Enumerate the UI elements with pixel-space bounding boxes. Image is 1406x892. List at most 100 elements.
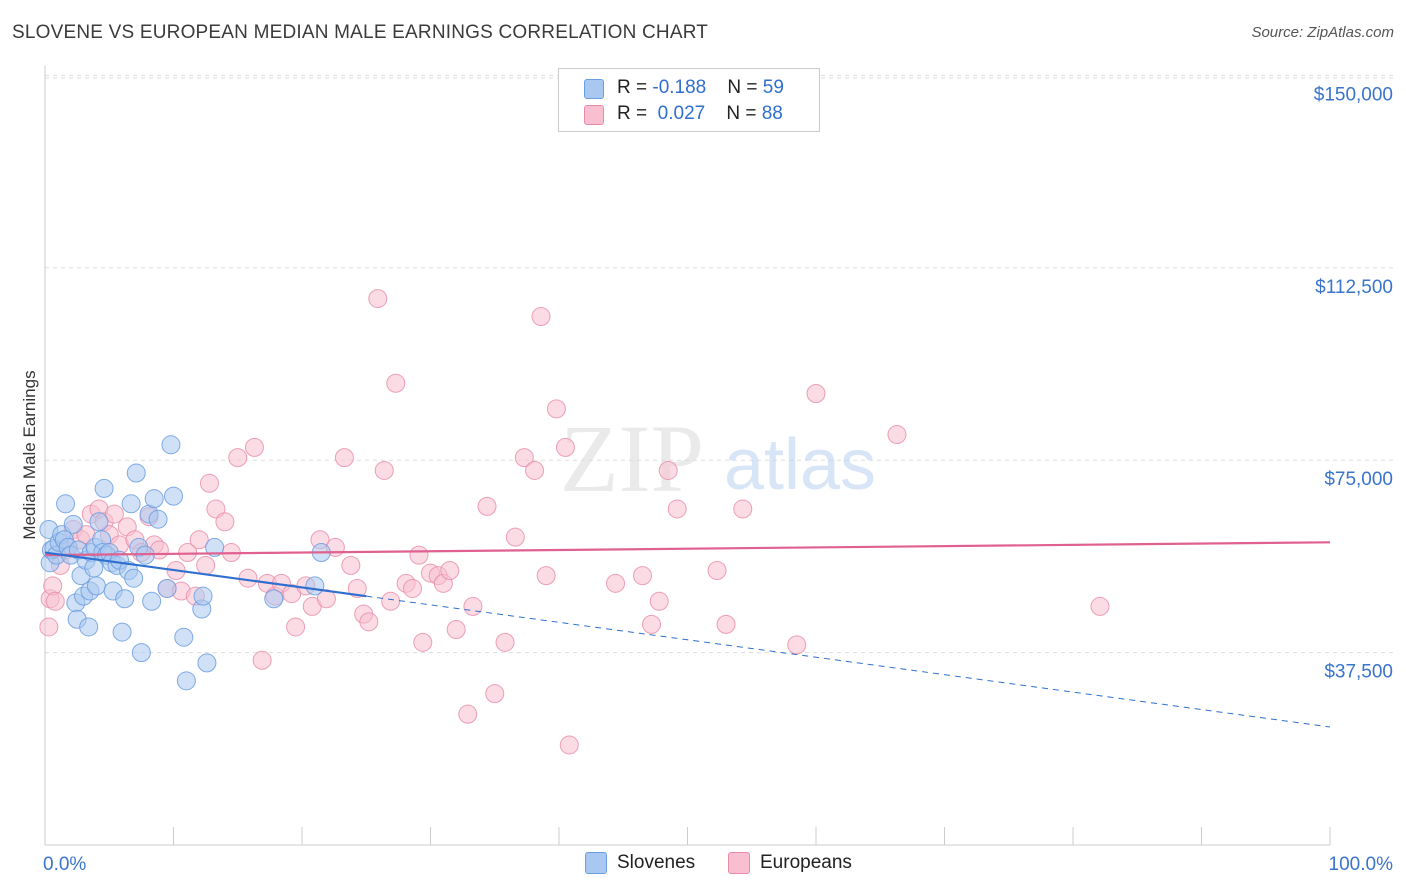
- legend-n-value-slovenes: 59: [762, 77, 784, 98]
- europeans-point: [334, 448, 354, 468]
- europeans-point: [368, 289, 388, 309]
- slovenes-point: [86, 576, 106, 596]
- slovenes-point: [164, 486, 183, 506]
- slovenes-point: [89, 512, 109, 532]
- europeans-point: [215, 512, 235, 532]
- y-tick-label: $150,000: [1314, 84, 1393, 105]
- bottom-legend-label-europeans: Europeans: [760, 852, 852, 874]
- europeans-point: [606, 573, 626, 593]
- europeans-point: [458, 704, 478, 724]
- source-label: Source: ZipAtlas.com: [1251, 24, 1394, 41]
- stats-legend: R = -0.188 N = 59 R = 0.027 N = 88: [558, 68, 820, 132]
- europeans-point: [359, 612, 379, 632]
- europeans-point: [286, 617, 306, 637]
- slovenes-point: [142, 591, 162, 611]
- europeans-point: [189, 530, 209, 550]
- slovenes-point: [124, 568, 144, 588]
- y-tick-label: $75,000: [1324, 469, 1393, 490]
- bottom-legend-europeans: Europeans: [728, 852, 852, 874]
- europeans-point: [440, 561, 460, 581]
- slovenes-point: [112, 622, 132, 642]
- europeans-point: [104, 504, 124, 524]
- legend-r-label: R =: [617, 77, 653, 98]
- x-tick-label-end: 100.0%: [1329, 854, 1394, 875]
- europeans-point: [485, 684, 505, 704]
- europeans-point: [642, 614, 662, 634]
- slovenes-point: [193, 586, 213, 606]
- slovenes-point: [157, 578, 177, 598]
- europeans-point: [707, 561, 727, 581]
- slovenes-point: [79, 617, 99, 637]
- bottom-legend-swatch-europeans: [728, 852, 750, 874]
- europeans-point: [386, 373, 406, 393]
- europeans-point: [806, 383, 826, 403]
- slovenes-point: [94, 478, 114, 498]
- slovenes-point: [176, 671, 196, 691]
- legend-n-value-europeans: 88: [761, 103, 783, 124]
- bottom-legend-slovenes: Slovenes: [585, 852, 695, 874]
- slovenes-point: [197, 653, 217, 673]
- legend-r-label: R =: [617, 103, 653, 124]
- europeans-point: [244, 437, 264, 457]
- chart-title: SLOVENE VS EUROPEAN MEDIAN MALE EARNINGS…: [12, 22, 709, 43]
- tick-labels: $37,500 $75,000 $112,500 $150,000 0.0% 100.0%: [43, 84, 1393, 875]
- europeans-point: [495, 632, 515, 652]
- watermark-zip: ZIP: [560, 405, 704, 512]
- legend-r-value-slovenes: -0.188: [652, 77, 707, 98]
- bottom-legend-label-slovenes: Slovenes: [617, 852, 696, 874]
- europeans-point: [477, 496, 497, 516]
- legend-n-label: N =: [726, 103, 762, 124]
- watermark: ZIP atlas: [560, 405, 876, 512]
- europeans-point: [413, 632, 433, 652]
- europeans-point: [667, 499, 687, 519]
- europeans-point: [463, 596, 483, 616]
- europeans-point: [381, 591, 401, 611]
- slovenes-point: [144, 489, 164, 509]
- europeans-point: [446, 620, 466, 640]
- europeans-point: [514, 448, 534, 468]
- slovenes-point: [205, 537, 225, 557]
- europeans-point: [733, 499, 753, 519]
- europeans-point: [633, 566, 653, 586]
- slovenes-point: [63, 514, 83, 534]
- x-tick-label-start: 0.0%: [43, 854, 86, 875]
- europeans-point: [887, 425, 907, 445]
- legend-swatch-slovenes: [584, 79, 604, 99]
- slovenes-point: [174, 627, 194, 647]
- europeans-point: [374, 460, 394, 480]
- slovenes-point: [131, 643, 151, 663]
- europeans-points: [39, 289, 1110, 755]
- europeans-point: [559, 735, 579, 755]
- europeans-point: [347, 578, 367, 598]
- europeans-point: [45, 591, 65, 611]
- europeans-point: [1090, 596, 1110, 616]
- europeans-point: [409, 545, 429, 565]
- trend-lines: [44, 541, 1331, 728]
- europeans-point: [341, 555, 361, 575]
- legend-swatch-europeans: [584, 105, 604, 125]
- europeans-point: [252, 650, 272, 670]
- europeans-point: [787, 635, 807, 655]
- bottom-legend-swatch-slovenes: [585, 852, 607, 874]
- europeans-point: [536, 566, 556, 586]
- slovenes-point: [56, 494, 76, 514]
- europeans-point: [716, 614, 736, 634]
- y-tick-label: $37,500: [1324, 662, 1393, 683]
- europeans-point: [228, 448, 248, 468]
- europeans-point: [196, 555, 216, 575]
- europeans-point: [649, 591, 669, 611]
- y-tick-label: $112,500: [1315, 277, 1393, 298]
- slovenes-point: [121, 494, 141, 514]
- slovenes-point: [161, 435, 181, 455]
- slovenes-point: [305, 576, 325, 596]
- europeans-point: [525, 460, 545, 480]
- europeans-point: [546, 399, 566, 419]
- europeans-point: [658, 460, 678, 480]
- europeans-point: [531, 307, 551, 327]
- slovenes-points: [39, 435, 331, 691]
- europeans-point: [555, 437, 575, 457]
- europeans-trend-line: [44, 541, 1331, 557]
- axes: [44, 66, 1331, 846]
- slovenes-point: [115, 589, 135, 609]
